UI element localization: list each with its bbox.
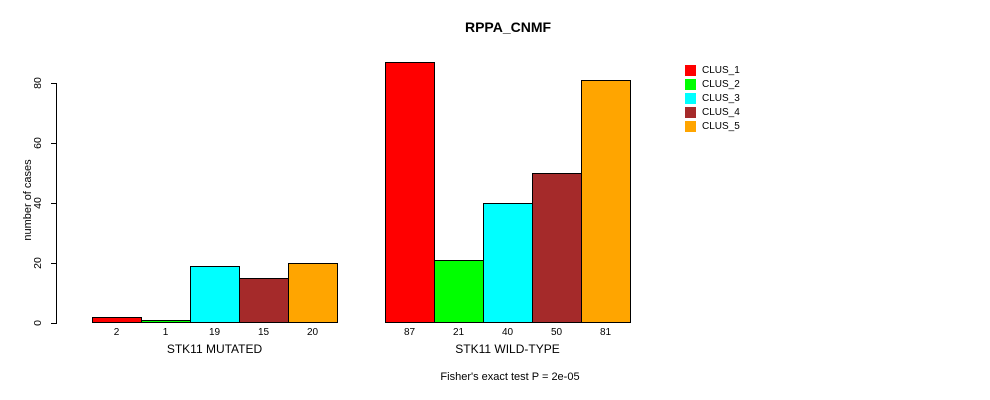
legend-swatch xyxy=(685,64,696,76)
bar-value-label: 50 xyxy=(550,327,563,338)
legend-item: CLUS_3 xyxy=(685,91,740,105)
y-tick-label: 80 xyxy=(32,77,44,89)
legend-item: CLUS_2 xyxy=(685,77,740,91)
y-tick xyxy=(51,323,56,324)
bar-value-label: 40 xyxy=(501,327,514,338)
legend-swatch xyxy=(685,106,696,118)
legend-swatch xyxy=(685,92,696,104)
bar-clus_1 xyxy=(92,317,142,323)
chart-title: RPPA_CNMF xyxy=(464,19,552,35)
legend-item: CLUS_4 xyxy=(685,105,740,119)
bar-value-label: 87 xyxy=(403,327,416,338)
legend-label: CLUS_4 xyxy=(702,106,740,118)
bar-clus_2 xyxy=(434,260,484,323)
bar-clus_5 xyxy=(581,80,631,323)
bar-value-label: 21 xyxy=(452,327,465,338)
legend-item: CLUS_1 xyxy=(685,63,740,77)
bar-value-label: 1 xyxy=(162,327,169,338)
y-tick xyxy=(51,263,56,264)
bar-value-label: 20 xyxy=(306,327,319,338)
legend: CLUS_1 CLUS_2 CLUS_3 CLUS_4 CLUS_5 xyxy=(685,63,740,133)
legend-swatch xyxy=(685,120,696,132)
y-axis-line xyxy=(56,83,57,324)
legend-label: CLUS_5 xyxy=(702,120,740,132)
bar-clus_4 xyxy=(239,278,289,323)
fisher-test-annotation: Fisher's exact test P = 2e-05 xyxy=(440,371,580,383)
bar-clus_4 xyxy=(532,173,582,323)
legend-label: CLUS_1 xyxy=(702,64,740,76)
bar-clus_3 xyxy=(483,203,533,323)
bar-value-label: 81 xyxy=(599,327,612,338)
y-tick-label: 0 xyxy=(32,320,44,326)
bar-value-label: 2 xyxy=(113,327,120,338)
y-tick xyxy=(51,203,56,204)
group-label: STK11 MUTATED xyxy=(166,342,263,356)
legend-item: CLUS_5 xyxy=(685,119,740,133)
y-tick xyxy=(51,83,56,84)
bar-clus_3 xyxy=(190,266,240,323)
group-label: STK11 WILD-TYPE xyxy=(455,342,560,356)
y-tick-label: 60 xyxy=(32,137,44,149)
bar-value-label: 15 xyxy=(257,327,270,338)
bar-clus_1 xyxy=(385,62,435,323)
bar-value-label: 19 xyxy=(208,327,221,338)
legend-label: CLUS_3 xyxy=(702,92,740,104)
bar-clus_5 xyxy=(288,263,338,323)
y-tick-label: 40 xyxy=(32,197,44,209)
legend-swatch xyxy=(685,78,696,90)
bar-clus_2 xyxy=(141,320,191,323)
y-tick-label: 20 xyxy=(32,257,44,269)
y-tick xyxy=(51,143,56,144)
legend-label: CLUS_2 xyxy=(702,78,740,90)
